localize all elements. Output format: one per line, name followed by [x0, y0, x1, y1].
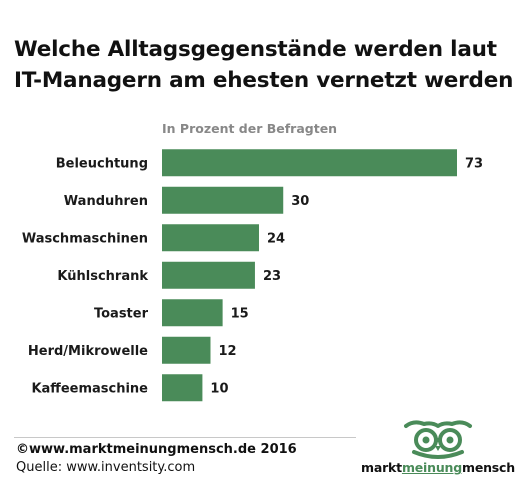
- bar: [162, 336, 211, 364]
- copyright-text: ©www.marktmeinungmensch.de 2016: [16, 442, 297, 457]
- value-label: 15: [231, 306, 249, 321]
- value-label: 12: [218, 344, 236, 359]
- value-label: 10: [210, 381, 228, 396]
- category-label: Kaffeemaschine: [31, 381, 148, 396]
- category-label: Kühlschrank: [57, 269, 148, 284]
- chart-subtitle: In Prozent der Befragten: [162, 121, 338, 136]
- category-label: Waschmaschinen: [22, 231, 148, 246]
- brand-logo: marktmeinungmensch: [358, 418, 518, 478]
- bar: [162, 149, 457, 177]
- category-label: Beleuchtung: [56, 156, 148, 171]
- footer-divider: [14, 437, 356, 438]
- bar: [162, 261, 255, 289]
- category-label: Wanduhren: [64, 194, 148, 209]
- source-text: Quelle: www.inventsity.com: [16, 460, 196, 475]
- value-label: 23: [263, 269, 281, 284]
- chart-title: Welche Alltagsgegenstände werden laut IT…: [14, 37, 514, 93]
- value-label: 24: [267, 231, 285, 246]
- logo-part-mensch: mensch: [462, 460, 515, 475]
- bar: [162, 374, 203, 402]
- bar: [162, 186, 284, 214]
- logo-part-markt: markt: [361, 460, 402, 475]
- value-label: 30: [291, 194, 309, 209]
- bar: [162, 224, 259, 252]
- logo-part-meinung: meinung: [401, 460, 462, 475]
- category-label: Toaster: [94, 306, 149, 321]
- value-label: 73: [465, 156, 483, 171]
- owl-icon: [404, 420, 472, 459]
- bar-chart: Beleuchtung 73 Wanduhren 30 Waschmaschinen 24…: [22, 149, 483, 402]
- category-label: Herd/Mikrowelle: [28, 344, 148, 359]
- bar: [162, 299, 223, 327]
- logo-wordmark: marktmeinungmensch: [358, 460, 518, 475]
